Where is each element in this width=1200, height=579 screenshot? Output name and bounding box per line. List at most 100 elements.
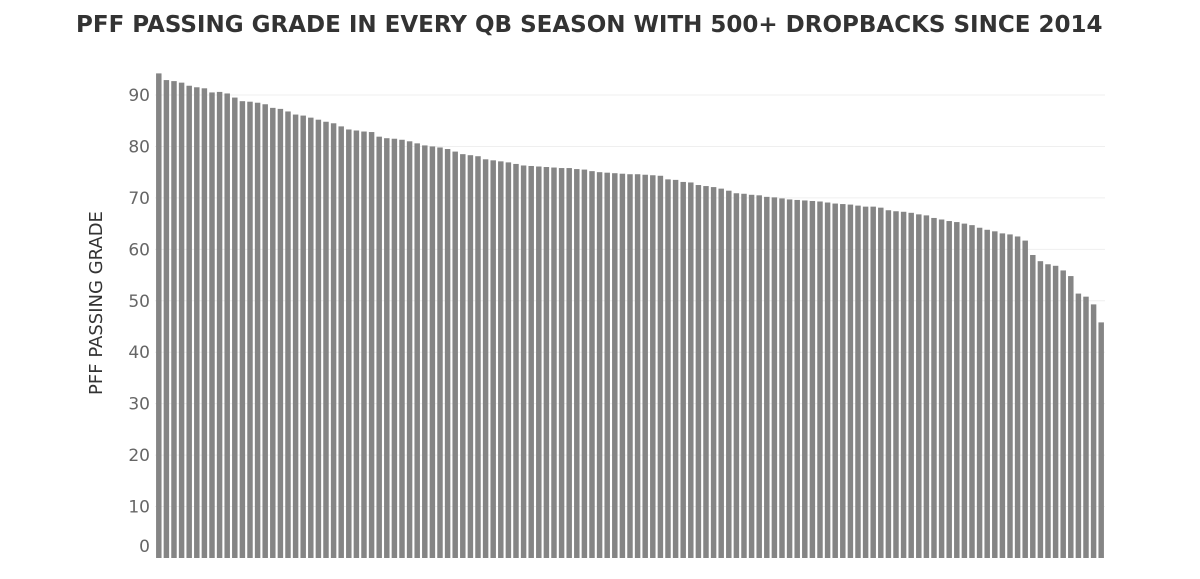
bar [976, 227, 983, 559]
bar [809, 200, 816, 559]
bar [650, 175, 656, 558]
bar [938, 219, 945, 558]
y-tick-label: 80 [128, 137, 150, 157]
bar [1083, 296, 1089, 558]
bar [771, 197, 778, 558]
bar [779, 198, 785, 558]
bar [270, 107, 276, 559]
bar [794, 199, 800, 558]
bar [1007, 234, 1013, 558]
bar [558, 168, 565, 559]
bar [923, 215, 930, 558]
bar [832, 203, 838, 559]
bar [376, 136, 382, 559]
bar [292, 114, 299, 559]
bar [551, 167, 557, 559]
y-tick-label: 20 [128, 446, 150, 466]
bar [695, 185, 702, 558]
bar [262, 104, 268, 558]
bar [513, 163, 519, 558]
bar [764, 196, 770, 559]
y-tick-label: 30 [128, 395, 150, 415]
bar [604, 172, 610, 558]
bar [239, 101, 246, 559]
bar [1045, 264, 1051, 558]
bar [368, 132, 375, 559]
bar [216, 91, 223, 558]
bar [756, 195, 762, 558]
bar [855, 205, 861, 559]
bar [802, 200, 808, 558]
bar [224, 93, 230, 559]
bar [733, 193, 740, 558]
bar [566, 168, 572, 559]
bar [247, 101, 253, 558]
bar [885, 210, 892, 559]
bar [1022, 240, 1028, 558]
bar [460, 154, 466, 558]
bar [156, 73, 162, 558]
bar [946, 221, 952, 559]
bar [178, 82, 185, 559]
bar [718, 188, 724, 558]
bar [748, 194, 755, 559]
bar [201, 88, 208, 558]
bar [741, 193, 747, 558]
bar [612, 173, 618, 558]
bar [1068, 276, 1074, 558]
bar [908, 212, 914, 558]
bar [840, 204, 846, 558]
bars [156, 73, 1104, 559]
bar [878, 207, 884, 558]
bar [574, 169, 580, 558]
bar [467, 155, 474, 558]
bar [627, 174, 633, 558]
bar [1037, 261, 1044, 558]
bar [665, 179, 671, 558]
bar [642, 174, 648, 559]
bar [391, 138, 398, 559]
y-tick-label: 0 [139, 537, 150, 557]
y-tick-label: 50 [128, 292, 150, 312]
bar [353, 130, 360, 558]
bar [232, 97, 238, 558]
bar [786, 199, 793, 558]
bar [346, 129, 352, 558]
bar [482, 159, 489, 558]
y-tick-label: 70 [128, 189, 150, 209]
bar [528, 165, 534, 559]
bar [1098, 322, 1104, 558]
bar [589, 171, 595, 558]
bar [315, 119, 322, 558]
y-axis-label: PFF PASSING GRADE [86, 211, 107, 395]
bar [330, 123, 337, 558]
bar [186, 85, 192, 559]
bar [862, 206, 869, 558]
bar [277, 108, 284, 558]
bar [900, 211, 907, 558]
bar [870, 206, 876, 558]
bar [931, 217, 937, 558]
bar [999, 233, 1006, 558]
y-tick-label: 60 [128, 240, 150, 260]
bar [1030, 254, 1036, 559]
bar [490, 160, 496, 558]
bar [961, 223, 968, 559]
bar [672, 179, 679, 558]
bar [817, 201, 823, 559]
bar [254, 102, 261, 558]
bar [171, 81, 177, 559]
bar [619, 173, 626, 558]
bar [399, 139, 405, 558]
bar [437, 147, 443, 558]
bar [657, 175, 664, 558]
bar [323, 121, 329, 558]
bar [429, 146, 436, 558]
bar [300, 115, 306, 558]
bar [361, 131, 367, 558]
y-tick-label: 40 [128, 343, 150, 363]
bar [688, 182, 694, 558]
bar [916, 214, 922, 558]
bar [581, 169, 588, 558]
